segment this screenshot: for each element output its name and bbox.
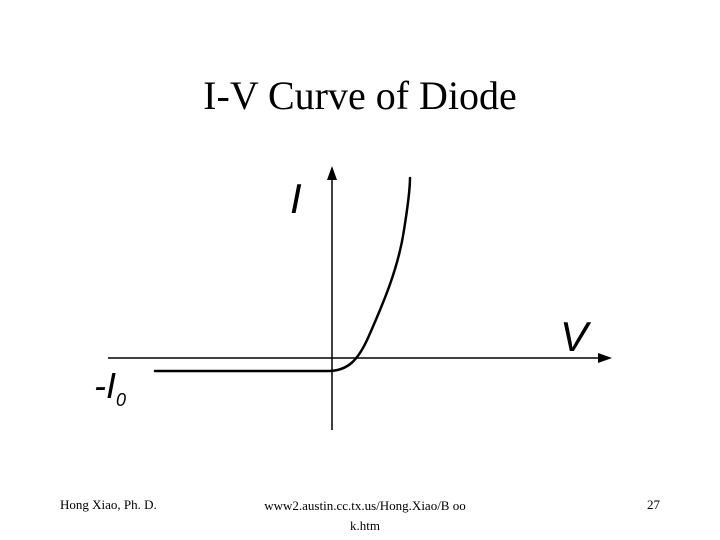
neg-current-label: -I0 <box>94 365 126 410</box>
slide-title: I-V Curve of Diode <box>203 73 517 118</box>
x-axis-label: V <box>560 313 592 360</box>
y-axis-label: I <box>290 175 302 222</box>
footer-author: Hong Xiao, Ph. D. <box>60 497 157 512</box>
page-number: 27 <box>647 497 660 512</box>
neg-current-label-prefix: -I <box>94 365 116 406</box>
x-axis-arrowhead <box>598 353 612 363</box>
footer-url-line-2: k.htm <box>350 518 380 533</box>
iv-curve <box>153 176 412 373</box>
neg-current-label-subscript: 0 <box>116 390 126 410</box>
y-axis-arrowhead <box>327 166 337 180</box>
footer-url-line-1: www2.austin.cc.tx.us/Hong.Xiao/B oo <box>264 498 466 513</box>
footer-url: www2.austin.cc.tx.us/Hong.Xiao/B oo k.ht… <box>250 496 480 536</box>
